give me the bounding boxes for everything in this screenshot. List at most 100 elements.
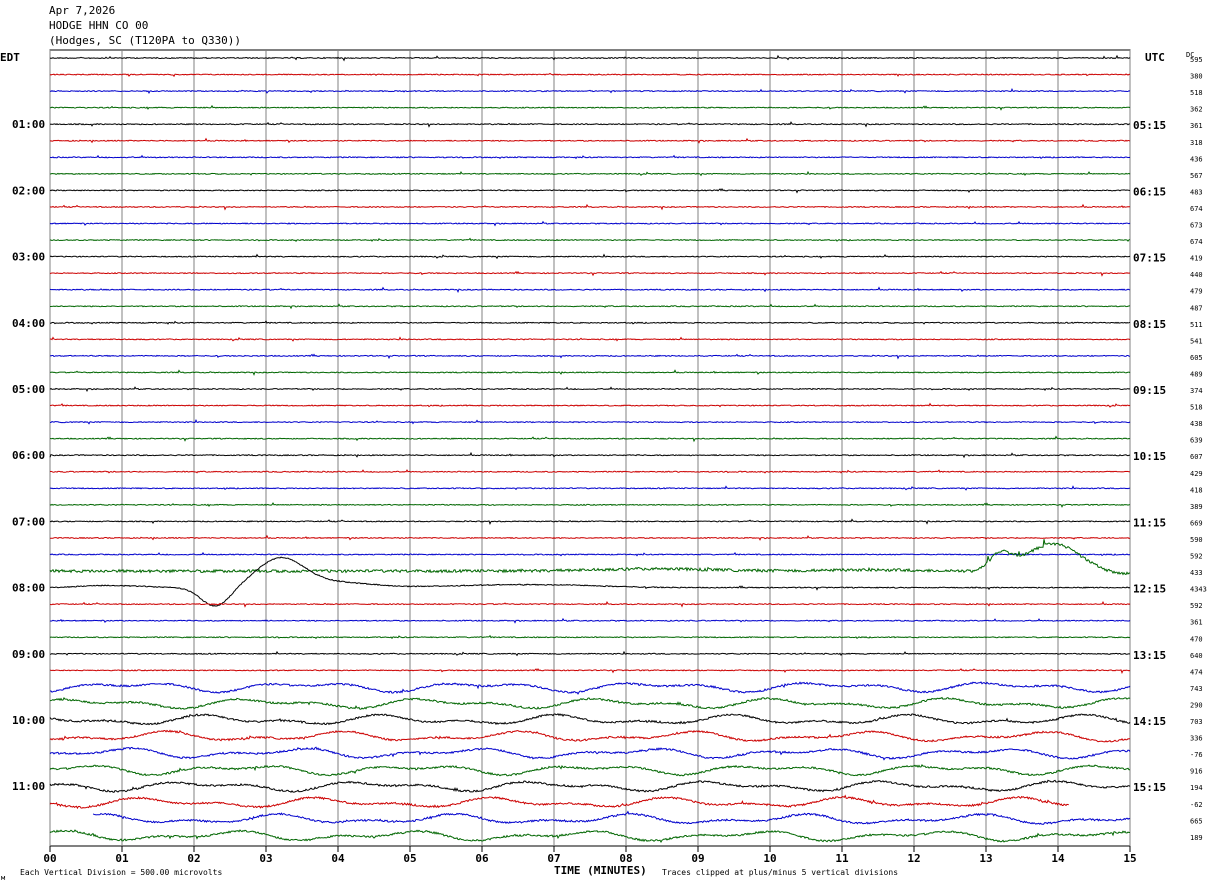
dc-value: 374 <box>1190 387 1203 395</box>
x-tick-label: 04 <box>331 852 345 865</box>
dc-value: 518 <box>1190 89 1203 97</box>
dc-value: 436 <box>1190 155 1203 163</box>
left-time-label: 03:00 <box>12 251 45 264</box>
left-time-label: 07:00 <box>12 515 45 528</box>
left-time-labels: 01:00 02:00 03:00 04:00 05:00 06:00 07:00 08:00… <box>12 118 45 793</box>
trace-line <box>49 539 1131 576</box>
trace-line <box>49 419 1131 425</box>
trace-line <box>49 600 1131 608</box>
trace-line <box>49 154 1131 160</box>
trace-line <box>49 121 1130 128</box>
dc-value: 474 <box>1190 668 1203 676</box>
left-time-label: 01:00 <box>12 118 45 131</box>
dc-value: 489 <box>1190 370 1203 378</box>
trace-line <box>49 779 1131 793</box>
trace-line <box>49 170 1131 177</box>
x-axis-title: TIME (MINUTES) <box>554 864 647 877</box>
trace-line <box>49 729 1131 743</box>
x-tick-label: 13 <box>979 852 992 865</box>
left-axis-label: EDT <box>0 51 20 64</box>
trace-line <box>50 681 1131 695</box>
dc-value: 194 <box>1190 784 1203 792</box>
dc-value: 674 <box>1190 205 1203 213</box>
trace-line <box>49 485 1131 491</box>
right-time-label: 09:15 <box>1133 384 1166 397</box>
corner-mark: м <box>1 874 6 882</box>
dc-value: 703 <box>1190 718 1203 726</box>
header-location: (Hodges, SC (T120PA to Q330)) <box>49 34 242 47</box>
x-tick-label: 12 <box>907 852 920 865</box>
left-time-label: 06:00 <box>12 449 45 462</box>
right-time-label: 14:15 <box>1133 715 1166 728</box>
trace-line <box>49 634 1131 640</box>
right-time-label: 08:15 <box>1133 318 1166 331</box>
dc-value: 361 <box>1190 122 1203 130</box>
dc-value: 438 <box>1190 420 1203 428</box>
trace-line <box>49 451 1131 459</box>
dc-value: 518 <box>1190 404 1203 412</box>
x-tick-label: 09 <box>691 852 704 865</box>
dc-value: 590 <box>1190 536 1203 544</box>
trace-line <box>49 286 1131 294</box>
trace-line <box>49 54 1131 62</box>
dc-value: 665 <box>1190 817 1203 825</box>
x-tick-label: 10 <box>763 852 776 865</box>
trace-line <box>50 435 1131 443</box>
trace-line <box>49 696 1131 710</box>
footer-scale: Each Vertical Division = 500.00 microvol… <box>20 868 222 877</box>
right-time-labels: 05:15 06:15 07:15 08:15 09:15 10:15 11:15 12:15… <box>1133 119 1166 794</box>
dc-value: 336 <box>1190 735 1203 743</box>
dc-value: 916 <box>1190 768 1203 776</box>
right-axis-label: UTC <box>1145 51 1165 64</box>
dc-label: DC <box>1186 51 1194 59</box>
left-time-label: 02:00 <box>12 184 45 197</box>
right-time-label: 07:15 <box>1133 252 1166 265</box>
dc-value: 429 <box>1190 470 1203 478</box>
dc-value: 4343 <box>1190 586 1207 594</box>
trace-line <box>49 794 1069 810</box>
right-time-label: 12:15 <box>1133 583 1166 596</box>
dc-value: 743 <box>1190 685 1203 693</box>
dc-value: 189 <box>1190 834 1203 842</box>
x-tick-label: 08 <box>619 852 632 865</box>
trace-line <box>92 810 1131 825</box>
dc-value: 318 <box>1190 139 1203 147</box>
dc-value: 605 <box>1190 354 1203 362</box>
right-time-label: 05:15 <box>1133 119 1166 132</box>
dc-value: 361 <box>1190 619 1203 627</box>
dc-value: 380 <box>1190 73 1203 81</box>
right-time-label: 13:15 <box>1133 649 1166 662</box>
footer-clip: Traces clipped at plus/minus 5 vertical … <box>662 868 898 877</box>
trace-line <box>49 104 1131 111</box>
trace-line <box>49 534 1131 541</box>
trace-line <box>49 203 1131 211</box>
dc-value: 592 <box>1190 553 1203 561</box>
dc-value: 479 <box>1190 288 1203 296</box>
x-tick-label: 05 <box>403 852 416 865</box>
dc-value: 511 <box>1190 321 1203 329</box>
trace-line <box>49 746 1131 761</box>
left-time-label: 10:00 <box>12 714 45 727</box>
left-time-label: 08:00 <box>12 582 45 595</box>
trace-line <box>49 72 1131 78</box>
trace-line <box>49 320 1131 325</box>
x-tick-label: 00 <box>43 852 56 865</box>
x-tick-label: 06 <box>475 852 489 865</box>
trace-line <box>49 469 1131 474</box>
dc-values: 595 380 518 362 361 318 436 567 483 674 673 674 419 4… <box>1190 56 1207 842</box>
right-time-label: 11:15 <box>1133 516 1166 529</box>
dc-value: -76 <box>1190 751 1203 759</box>
x-tick-label: 02 <box>187 852 200 865</box>
trace-line <box>49 668 1131 674</box>
x-tick-label: 03 <box>259 852 272 865</box>
x-tick-label: 11 <box>835 852 849 865</box>
trace-line <box>49 386 1131 393</box>
dc-value: 592 <box>1190 602 1203 610</box>
trace-line <box>49 188 1131 194</box>
dc-value: 640 <box>1190 652 1203 660</box>
trace-line <box>49 369 1131 376</box>
dc-value: 541 <box>1190 337 1203 345</box>
trace-line <box>49 713 1131 726</box>
trace-line <box>49 650 1131 657</box>
